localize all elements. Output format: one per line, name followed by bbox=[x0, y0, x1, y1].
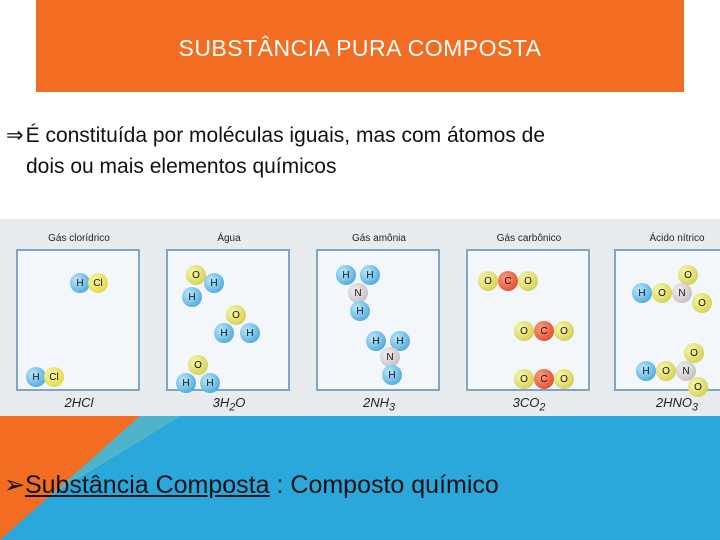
formula-text: 2HNO bbox=[655, 395, 693, 410]
definition-line-2: dois ou mais elementos químicos bbox=[26, 155, 337, 178]
panel-label: Água bbox=[217, 233, 241, 244]
atom-oxygen: O bbox=[554, 369, 574, 389]
atom-carbon: C bbox=[534, 321, 554, 341]
panel-nitric-acid: Ácido nítrico O H O N O O H O N O 2HNO3 bbox=[608, 229, 720, 414]
atom-hydrogen: H bbox=[390, 331, 410, 351]
formula-subscript: 2 bbox=[539, 401, 546, 414]
atom-oxygen: O bbox=[186, 265, 206, 285]
atom-hydrogen: H bbox=[636, 361, 656, 381]
panel-box: O C O O C O O C O bbox=[466, 249, 590, 391]
panel-box: O H H O H H O H H bbox=[166, 249, 290, 393]
atom-hydrogen: H bbox=[200, 373, 220, 393]
title-bar: SUBSTÂNCIA PURA COMPOSTA bbox=[36, 0, 684, 92]
atom-hydrogen: H bbox=[182, 287, 202, 307]
decor-orange-triangle bbox=[0, 416, 140, 540]
panel-label: Ácido nítrico bbox=[649, 233, 705, 244]
atom-oxygen: O bbox=[684, 343, 704, 363]
formula-text: 2NH bbox=[362, 395, 389, 410]
atom-hydrogen: H bbox=[26, 367, 46, 387]
atom-oxygen: O bbox=[514, 369, 534, 389]
bullet-summary: ➢Substância Composta : Composto químico bbox=[4, 470, 499, 500]
panel-box: O H O N O O H O N O bbox=[614, 249, 720, 397]
panel-ammonia: Gás amônia H H N H H H N H 2NH3 bbox=[310, 229, 448, 414]
atom-hydrogen: H bbox=[350, 301, 370, 321]
panel-hcl: Gás clorídrico H Cl H Cl 2HCl bbox=[10, 229, 148, 414]
atom-oxygen: O bbox=[188, 355, 208, 375]
atom-hydrogen: H bbox=[336, 265, 356, 285]
atom-oxygen: O bbox=[554, 321, 574, 341]
implies-arrow-icon: ⇒ bbox=[6, 124, 24, 147]
slide-title: SUBSTÂNCIA PURA COMPOSTA bbox=[178, 34, 542, 61]
atom-oxygen: O bbox=[226, 305, 246, 325]
formula: 3H2O bbox=[160, 395, 298, 414]
atom-oxygen: O bbox=[656, 361, 676, 381]
atom-hydrogen: H bbox=[360, 265, 380, 285]
atom-oxygen: O bbox=[678, 265, 698, 285]
formula-subscript: 2 bbox=[229, 401, 236, 414]
panel-label: Gás amônia bbox=[352, 233, 406, 244]
atom-hydrogen: H bbox=[214, 323, 234, 343]
atom-chlorine: Cl bbox=[44, 367, 64, 387]
atom-nitrogen: N bbox=[380, 347, 400, 367]
formula-text: 3H bbox=[212, 395, 230, 410]
atom-hydrogen: H bbox=[204, 273, 224, 293]
atom-nitrogen: N bbox=[348, 283, 368, 303]
formula-text-end: O bbox=[235, 395, 246, 410]
formula-subscript: 3 bbox=[692, 401, 699, 414]
atom-hydrogen: H bbox=[632, 283, 652, 303]
atom-nitrogen: N bbox=[672, 283, 692, 303]
atom-chlorine: Cl bbox=[88, 273, 108, 293]
formula-text: 2HCl bbox=[64, 395, 94, 410]
panel-box: H H N H H H N H bbox=[316, 249, 440, 391]
formula-subscript: 3 bbox=[388, 401, 396, 414]
bullet-definition: ⇒É constituída por moléculas iguais, mas… bbox=[6, 120, 706, 182]
definition-line-1: É constituída por moléculas iguais, mas … bbox=[25, 124, 546, 147]
panel-label: Gás clorídrico bbox=[48, 233, 110, 244]
summary-rest: : Composto químico bbox=[269, 471, 499, 499]
atom-oxygen: O bbox=[514, 321, 534, 341]
atom-oxygen: O bbox=[652, 283, 672, 303]
atom-hydrogen: H bbox=[240, 323, 260, 343]
atom-carbon: C bbox=[498, 271, 518, 291]
atom-oxygen: O bbox=[692, 293, 712, 313]
panel-label: Gás carbônico bbox=[496, 233, 562, 244]
formula: 2HNO3 bbox=[608, 395, 720, 414]
atom-oxygen: O bbox=[688, 377, 708, 397]
formula: 2NH3 bbox=[310, 395, 448, 414]
formula-text: 3CO bbox=[512, 395, 540, 410]
panel-water: Água O H H O H H O H H 3H2O bbox=[160, 229, 298, 414]
atom-nitrogen: N bbox=[676, 361, 696, 381]
atom-hydrogen: H bbox=[70, 273, 90, 293]
molecules-figure: Gás clorídrico H Cl H Cl 2HCl Água O H H… bbox=[0, 219, 720, 416]
atom-oxygen: O bbox=[518, 271, 538, 291]
atom-hydrogen: H bbox=[366, 331, 386, 351]
bullet-arrow-icon: ➢ bbox=[4, 471, 25, 499]
formula: 2HCl bbox=[10, 395, 148, 410]
atom-hydrogen: H bbox=[176, 373, 196, 393]
atom-oxygen: O bbox=[478, 271, 498, 291]
panel-co2: Gás carbônico O C O O C O O C O 3CO2 bbox=[460, 229, 598, 414]
formula: 3CO2 bbox=[460, 395, 598, 414]
substancia-composta-link[interactable]: Substância Composta bbox=[24, 471, 270, 499]
atom-hydrogen: H bbox=[382, 365, 402, 385]
atom-carbon: C bbox=[534, 369, 554, 389]
panel-box: H Cl H Cl bbox=[16, 249, 140, 391]
